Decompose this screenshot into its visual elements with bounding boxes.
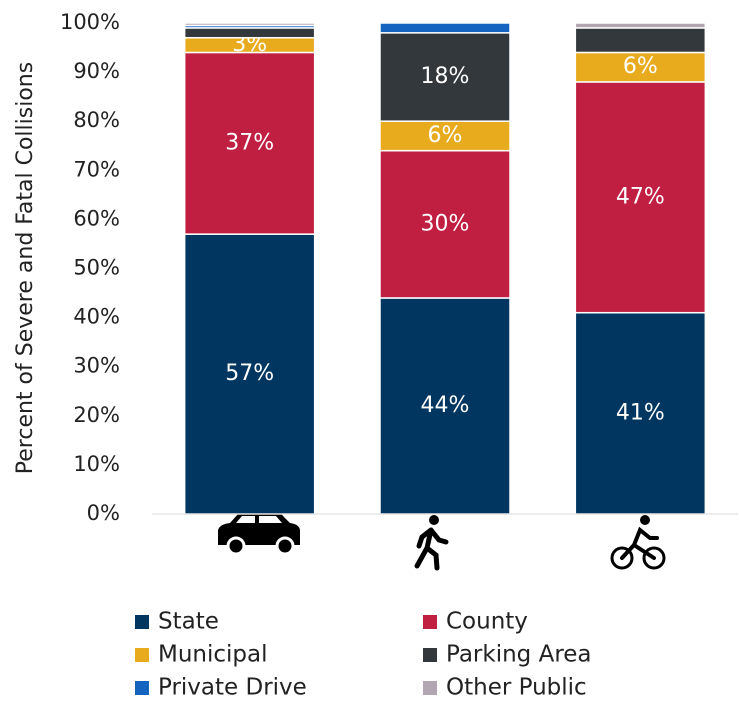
y-tick-label: 80% [73,108,120,132]
legend-swatch [135,615,149,629]
legend-swatch [423,681,437,695]
bicycle-icon [610,515,666,570]
y-tick-label: 40% [73,305,120,329]
bar-segment [574,81,707,314]
legend-label: Private Drive [158,675,307,701]
data-label: 18% [421,64,470,89]
legend-label: County [446,609,528,635]
y-tick-label: 50% [73,256,120,280]
legend-label: Parking Area [446,642,592,668]
bar-segment [574,311,707,515]
legend-swatch [135,681,149,695]
bar-segment [574,27,707,54]
y-tick-label: 100% [60,10,120,34]
data-label: 41% [616,400,665,425]
bar-segment [574,51,707,83]
data-label: 30% [421,211,470,236]
legend-swatch [423,615,437,629]
bar-segment [183,233,316,515]
bar-segment [379,149,511,299]
bar-segment [379,32,511,122]
data-label: 6% [623,54,658,79]
y-axis-label: Percent of Severe and Fatal Collisions [13,62,38,474]
legend-label: State [158,609,219,635]
bar-segment [183,22,316,27]
data-label: 44% [421,393,470,418]
y-tick-label: 90% [73,59,120,83]
legend-swatch [135,648,149,662]
pedestrian-icon [414,515,449,571]
data-label: 57% [225,361,274,386]
y-tick-label: 20% [73,403,120,427]
y-tick-label: 30% [73,354,120,378]
y-tick-label: 70% [73,157,120,181]
car-icon [218,512,300,556]
data-label: 37% [225,130,274,155]
bar-segment [183,27,316,39]
bar-segment [379,120,511,152]
bar-segment [183,51,316,235]
y-tick-label: 10% [73,452,120,476]
data-label: 47% [616,184,665,209]
y-tick-label: 0% [87,501,120,525]
bar-segment [574,22,707,29]
legend-label: Other Public [446,675,587,701]
y-tick-label: 60% [73,206,120,230]
legend-label: Municipal [158,642,268,668]
bar-segment [379,22,511,34]
legend-swatch [423,648,437,662]
data-label: 6% [428,123,463,148]
